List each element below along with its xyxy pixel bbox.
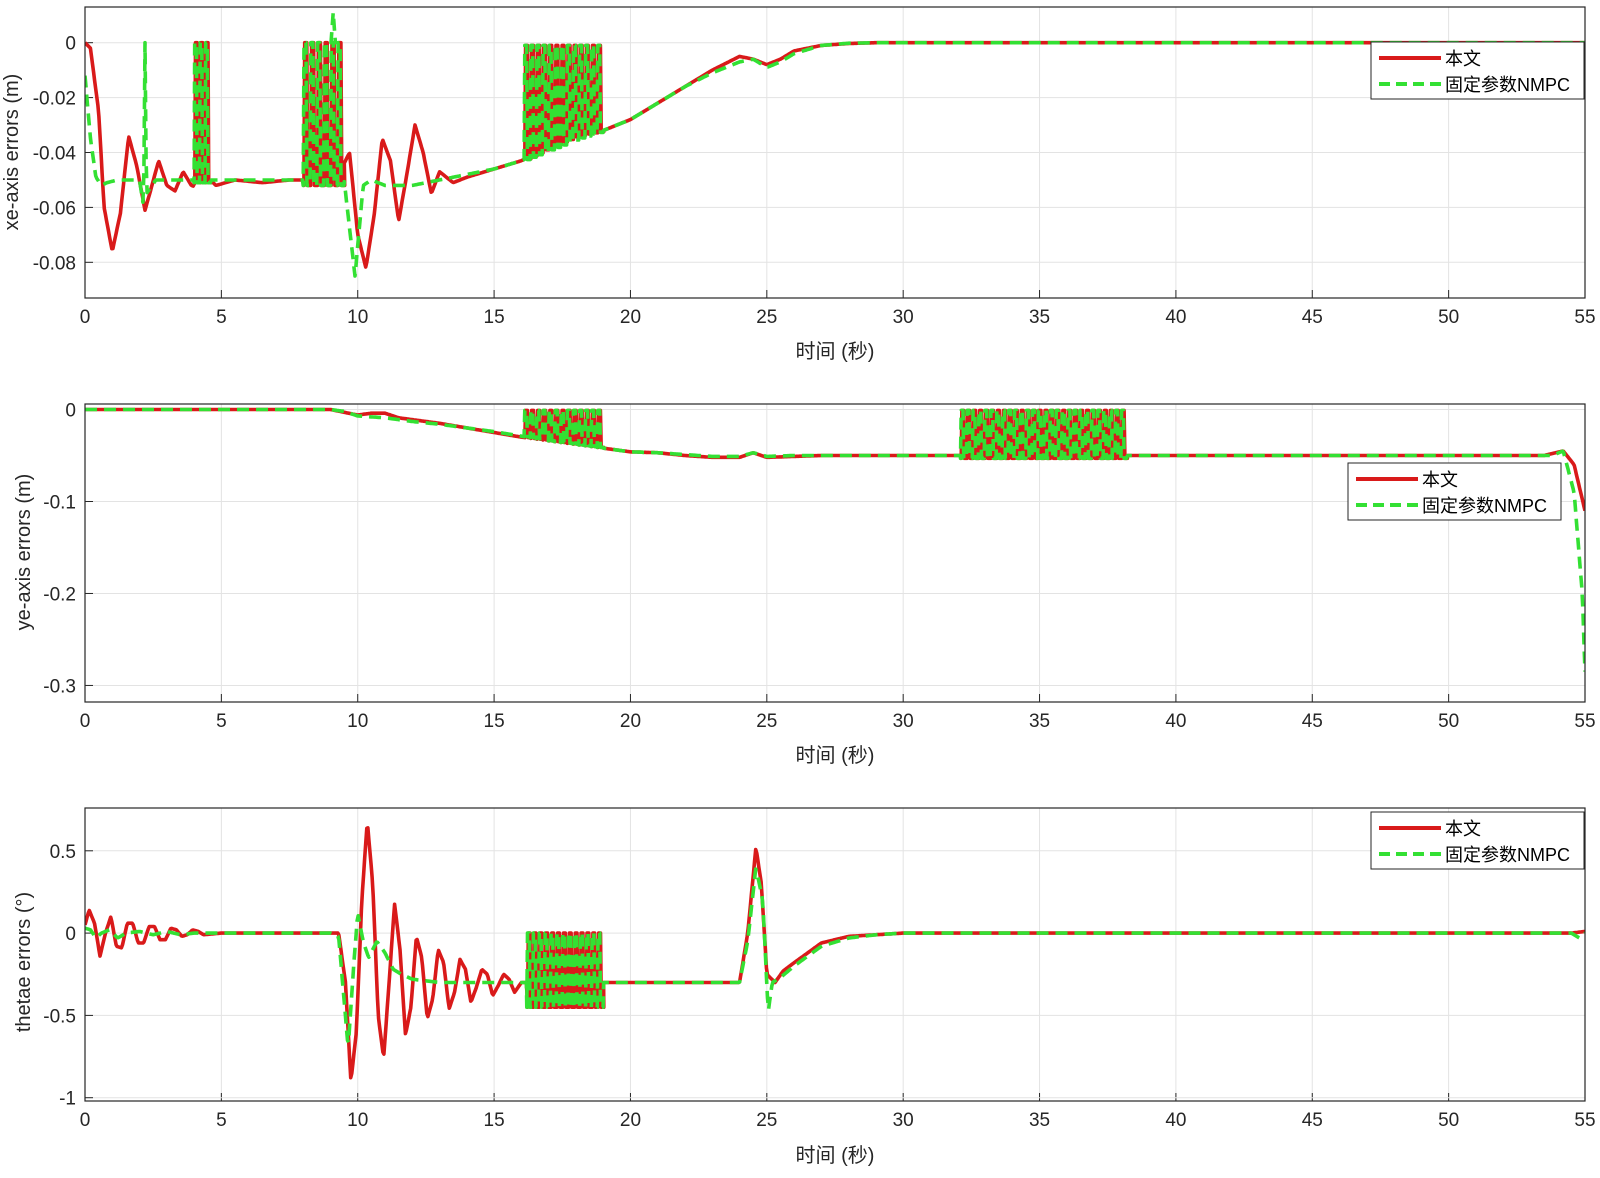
legend-label-series1: 本文 [1445, 49, 1481, 69]
x-tick-label: 35 [1029, 1110, 1050, 1131]
legend-box [1370, 811, 1585, 870]
x-tick-label: 40 [1165, 711, 1186, 732]
x-tick-label: 50 [1438, 711, 1459, 732]
x-tick-label: 20 [620, 307, 641, 328]
y-tick-label: 0 [65, 401, 76, 422]
x-tick-label: 15 [484, 1110, 505, 1131]
legend-label-series1: 本文 [1422, 470, 1458, 490]
y-tick-label: -0.2 [43, 584, 76, 605]
x-tick-label: 15 [484, 307, 505, 328]
x-axis-label: 时间 (秒) [796, 340, 875, 363]
x-tick-label: 45 [1302, 307, 1323, 328]
y-tick-label: 0 [65, 924, 76, 945]
x-axis-label: 时间 (秒) [796, 1144, 875, 1167]
legend-box [1347, 462, 1562, 521]
x-tick-label: 10 [347, 1110, 368, 1131]
x-tick-label: 55 [1574, 1110, 1595, 1131]
legend-label-series2: 固定参数NMPC [1445, 845, 1570, 865]
x-tick-label: 30 [893, 1110, 914, 1131]
y-axis-label: thetae errors (°) [13, 892, 35, 1032]
x-tick-label: 55 [1574, 307, 1595, 328]
axes-box-xe [84, 6, 1586, 299]
y-tick-label: -0.3 [43, 676, 76, 697]
y-tick-labels-ye: 0 -0.1 -0.2 -0.3 [43, 401, 76, 698]
series-line-benwen [85, 826, 1585, 1080]
x-tick-label: 45 [1302, 1110, 1323, 1131]
x-tick-label: 25 [756, 1110, 777, 1131]
x-tick-label: 0 [80, 711, 91, 732]
legend-label-series1: 本文 [1445, 819, 1481, 839]
legend-label-series2: 固定参数NMPC [1422, 496, 1547, 516]
y-tick-labels-thetae: 0.5 0 -0.5 -1 [43, 842, 76, 1110]
x-tick-label: 30 [893, 711, 914, 732]
y-tick-label: 0.5 [50, 842, 76, 863]
x-tick-label: 55 [1574, 711, 1595, 732]
series-line-fixed-nmpc [85, 407, 1585, 672]
x-tick-labels-ye: 0 5 10 15 20 25 30 35 40 45 50 55 [80, 711, 1596, 732]
x-tick-label: 50 [1438, 307, 1459, 328]
y-tick-label: -0.1 [43, 492, 76, 513]
series-area-xe [85, 10, 1585, 278]
x-tick-label: 5 [216, 307, 227, 328]
x-tick-labels-xe: 0 5 10 15 20 25 30 35 40 45 50 55 [80, 307, 1596, 328]
x-tick-label: 25 [756, 307, 777, 328]
subplot-ye: 0 5 10 15 20 25 30 35 40 45 50 55 0 -0.1 -0.2 -0.3 时间 … [13, 401, 1596, 767]
y-tick-labels-xe: 0 -0.02 -0.04 -0.06 -0.08 [33, 34, 77, 275]
x-tick-label: 10 [347, 307, 368, 328]
y-tick-label: -0.02 [33, 89, 76, 110]
x-axis-label: 时间 (秒) [796, 744, 875, 767]
x-tick-label: 35 [1029, 307, 1050, 328]
x-tick-label: 20 [620, 711, 641, 732]
x-tick-label: 10 [347, 711, 368, 732]
y-tick-label: -0.5 [43, 1006, 76, 1027]
x-tick-label: 40 [1165, 1110, 1186, 1131]
y-tick-label: -0.08 [33, 253, 76, 274]
subplot-thetae: 0 5 10 15 20 25 30 35 40 45 50 55 0.5 0 -0.5 -1 时间 (秒)… [13, 807, 1596, 1167]
legend-box [1370, 41, 1585, 100]
series-area-ye [85, 407, 1585, 672]
x-tick-label: 45 [1302, 711, 1323, 732]
x-tick-label: 15 [484, 711, 505, 732]
y-tick-label: -0.06 [33, 198, 76, 219]
x-tick-label: 30 [893, 307, 914, 328]
y-axis-label: ye-axis errors (m) [13, 474, 35, 631]
plot-area-ye [85, 404, 1585, 702]
x-tick-label: 35 [1029, 711, 1050, 732]
x-tick-label: 5 [216, 711, 227, 732]
grid-thetae [84, 808, 1586, 1101]
x-tick-labels-thetae: 0 5 10 15 20 25 30 35 40 45 50 55 [80, 1110, 1596, 1131]
x-tick-label: 25 [756, 711, 777, 732]
series-line-fixed-nmpc [85, 10, 1585, 278]
y-tick-label: 0 [65, 34, 76, 55]
subplot-xe: 0 5 10 15 20 25 30 35 40 45 50 55 0 -0.02 -0.04 -0.06 -… [1, 6, 1596, 363]
axes-box-ye [84, 403, 1586, 703]
legend: 本文 固定参数NMPC [1347, 462, 1562, 521]
x-tick-label: 0 [80, 1110, 91, 1131]
legend: 本文 固定参数NMPC [1370, 811, 1585, 870]
x-tick-label: 20 [620, 1110, 641, 1131]
x-tick-label: 5 [216, 1110, 227, 1131]
axes-box-thetae [84, 807, 1586, 1102]
legend: 本文 固定参数NMPC [1370, 41, 1585, 100]
x-tick-label: 0 [80, 307, 91, 328]
x-tick-label: 40 [1165, 307, 1186, 328]
legend-label-series2: 固定参数NMPC [1445, 75, 1570, 95]
y-tick-label: -1 [59, 1089, 76, 1110]
plot-area-thetae [85, 808, 1585, 1101]
series-line-fixed-nmpc [85, 867, 1585, 1045]
y-axis-label: xe-axis errors (m) [1, 74, 23, 231]
x-tick-label: 50 [1438, 1110, 1459, 1131]
y-tick-label: -0.04 [33, 144, 77, 165]
series-area-thetae [85, 826, 1585, 1080]
